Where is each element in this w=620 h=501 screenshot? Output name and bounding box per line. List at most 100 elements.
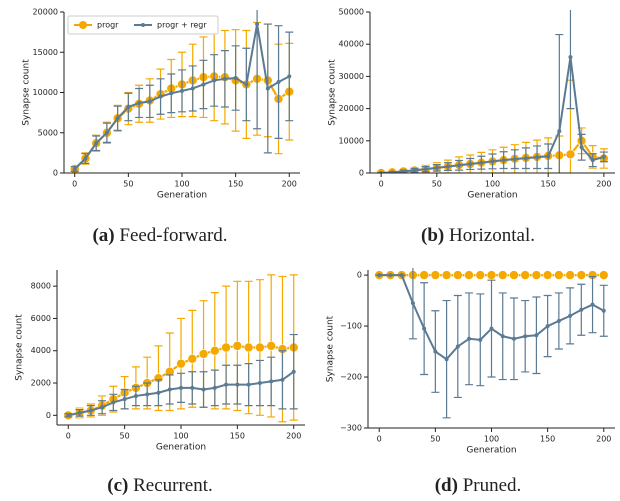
plot-area [374, 268, 609, 419]
marker [523, 156, 528, 161]
marker [176, 358, 186, 369]
x-axis-label: Generation [156, 443, 206, 453]
marker [190, 86, 195, 91]
y-tick-label: 20000 [339, 104, 364, 113]
x-tick-label: 100 [484, 435, 499, 444]
x-tick-label: 50 [120, 432, 130, 441]
marker [434, 165, 439, 170]
caption-label: (a) [92, 225, 114, 246]
marker [388, 273, 393, 278]
marker [83, 156, 88, 161]
marker [287, 74, 292, 79]
marker [266, 341, 276, 351]
plot-area [63, 274, 299, 423]
marker [265, 86, 270, 91]
caption: (c) Recurrent. [107, 475, 213, 496]
x-tick-label: 200 [282, 180, 297, 189]
marker [255, 342, 265, 353]
marker [601, 308, 606, 313]
marker [441, 270, 452, 280]
y-axis-label: Synapse count [326, 315, 336, 382]
marker [512, 157, 517, 162]
x-tick-label: 0 [72, 180, 77, 189]
marker [475, 270, 486, 280]
marker [509, 270, 519, 280]
marker [542, 270, 553, 280]
y-tick-label: 10000 [339, 136, 364, 145]
marker [590, 158, 595, 163]
marker [257, 381, 262, 386]
x-tick-label: 100 [174, 180, 189, 189]
marker [115, 116, 120, 121]
marker [545, 324, 550, 329]
marker [479, 160, 484, 165]
marker [377, 273, 382, 278]
marker [531, 270, 542, 280]
marker [269, 379, 274, 384]
marker [412, 168, 417, 173]
marker [590, 302, 595, 307]
x-tick-label: 150 [230, 432, 245, 441]
marker [210, 345, 220, 356]
y-tick-label: −200 [340, 373, 362, 382]
y-tick-label: 0 [359, 169, 364, 178]
marker [158, 94, 163, 99]
x-axis-label: Generation [467, 191, 517, 201]
x-tick-label: 200 [596, 435, 611, 444]
legend-label: progr [97, 21, 119, 30]
marker [88, 408, 93, 413]
y-tick-label: −100 [340, 322, 362, 331]
caption: (a) Feed-forward. [92, 225, 227, 246]
caption-label: (c) [107, 475, 128, 496]
caption: (d) Pruned. [435, 475, 522, 496]
plot-area [376, 10, 609, 173]
x-tick-label: 150 [541, 180, 556, 189]
marker [601, 154, 606, 159]
marker [147, 99, 152, 104]
marker [390, 170, 395, 173]
marker [401, 169, 406, 173]
y-tick-label: 5000 [38, 128, 58, 137]
marker [520, 270, 530, 280]
marker [156, 390, 161, 395]
marker [501, 158, 506, 163]
x-axis-label: Generation [157, 191, 207, 201]
marker [232, 341, 243, 351]
marker [598, 270, 609, 280]
caption-text: Recurrent. [133, 475, 213, 496]
marker [579, 307, 584, 312]
x-tick-label: 200 [286, 432, 301, 441]
marker [280, 377, 285, 382]
marker [198, 349, 209, 359]
marker [66, 413, 71, 418]
x-tick-label: 50 [430, 435, 440, 444]
x-tick-label: 0 [377, 435, 382, 444]
x-tick-label: 150 [228, 180, 243, 189]
x-tick-label: 150 [540, 435, 555, 444]
y-axis-label: Synapse count [15, 314, 25, 381]
marker [111, 400, 116, 405]
marker [126, 104, 131, 109]
y-tick-label: 0 [46, 411, 51, 420]
x-tick-label: 50 [432, 180, 442, 189]
marker [430, 270, 441, 280]
marker [557, 129, 562, 134]
caption: (b) Horizontal. [421, 225, 535, 246]
y-tick-label: 0 [357, 271, 362, 280]
marker [464, 270, 474, 280]
marker [190, 385, 195, 390]
y-tick-label: 6000 [31, 314, 51, 323]
marker [457, 163, 462, 168]
marker [246, 382, 251, 387]
marker [291, 369, 296, 374]
y-tick-label: 50000 [339, 8, 364, 17]
marker [133, 393, 138, 398]
y-tick-label: 8000 [31, 282, 51, 291]
marker [244, 82, 249, 87]
marker [179, 385, 183, 390]
marker [180, 88, 184, 93]
x-tick-label: 0 [379, 180, 384, 189]
plot-area [69, 10, 295, 173]
marker [500, 334, 505, 339]
